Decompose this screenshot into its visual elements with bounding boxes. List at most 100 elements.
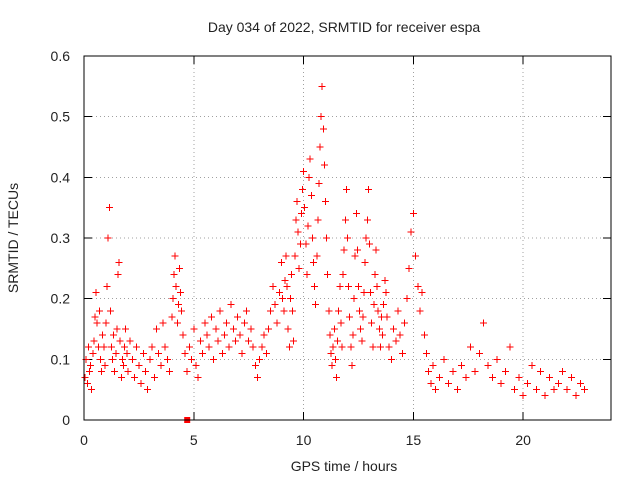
data-point	[150, 374, 158, 382]
data-point	[251, 361, 259, 369]
data-point	[288, 270, 296, 278]
data-point	[480, 319, 488, 327]
data-point	[135, 361, 143, 369]
data-point	[528, 361, 536, 369]
data-point	[203, 331, 211, 339]
data-point	[440, 355, 448, 363]
data-point	[385, 343, 393, 351]
data-point	[338, 343, 346, 351]
data-point	[358, 337, 366, 345]
data-point	[133, 343, 141, 351]
data-point	[294, 228, 302, 236]
data-point	[380, 301, 388, 309]
data-point	[269, 283, 277, 291]
data-point	[113, 325, 121, 333]
data-point	[335, 307, 343, 315]
data-point	[329, 343, 337, 351]
data-point	[188, 355, 196, 363]
data-point	[201, 319, 209, 327]
data-point	[166, 367, 174, 375]
data-point	[298, 185, 306, 193]
data-point	[275, 289, 283, 297]
data-point	[383, 313, 391, 321]
data-point	[431, 386, 439, 394]
data-point	[519, 392, 527, 400]
data-point	[84, 343, 92, 351]
data-point	[369, 343, 377, 351]
data-point	[318, 82, 326, 90]
data-point	[110, 331, 118, 339]
data-point	[567, 374, 575, 382]
data-point	[394, 307, 402, 315]
data-point	[264, 325, 272, 333]
data-point	[253, 374, 261, 382]
data-point	[436, 374, 444, 382]
data-point	[356, 307, 364, 315]
data-point	[111, 367, 119, 375]
y-tick-label: 0	[62, 412, 70, 428]
data-point	[81, 374, 89, 382]
data-point	[352, 210, 360, 218]
data-point	[247, 325, 255, 333]
y-tick-label: 0.4	[51, 169, 71, 185]
data-point	[414, 283, 422, 291]
data-point	[207, 313, 215, 321]
data-point	[120, 361, 128, 369]
data-points	[81, 82, 589, 423]
data-point	[315, 179, 323, 187]
data-point	[354, 283, 362, 291]
data-point	[279, 295, 287, 303]
data-point	[101, 361, 109, 369]
data-point	[387, 355, 395, 363]
data-point	[137, 380, 145, 388]
data-point	[418, 289, 426, 297]
data-point	[550, 386, 558, 394]
chart-title: Day 034 of 2022, SRMTID for receiver esp…	[208, 19, 481, 35]
x-ticks: 0 5 10 15 20	[80, 56, 531, 448]
data-point	[325, 307, 333, 315]
data-point	[205, 343, 213, 351]
data-point	[240, 319, 248, 327]
data-point	[107, 343, 115, 351]
data-point	[361, 258, 369, 266]
data-point	[273, 319, 281, 327]
data-point	[336, 283, 344, 291]
data-point	[327, 349, 335, 357]
data-point	[382, 289, 390, 297]
data-point	[271, 301, 279, 309]
data-point	[322, 198, 330, 206]
data-point	[178, 307, 186, 315]
data-point	[458, 361, 466, 369]
data-point	[524, 380, 532, 388]
data-point	[462, 374, 470, 382]
data-point	[92, 289, 100, 297]
data-point	[141, 367, 149, 375]
data-point	[146, 355, 154, 363]
data-point	[99, 331, 107, 339]
data-point	[196, 337, 204, 345]
data-point	[289, 307, 297, 315]
data-point	[91, 313, 99, 321]
data-point	[109, 355, 117, 363]
data-point	[546, 374, 554, 382]
data-point	[283, 283, 291, 291]
data-point	[123, 349, 131, 357]
data-point	[554, 380, 562, 388]
data-point	[170, 270, 178, 278]
y-ticks: 0 0.1 0.2 0.3 0.4 0.5 0.6	[51, 48, 611, 428]
data-point	[471, 367, 479, 375]
data-point	[541, 392, 549, 400]
data-point	[87, 361, 95, 369]
data-point	[306, 155, 314, 163]
data-point	[89, 349, 97, 357]
data-point	[341, 216, 349, 224]
data-point	[344, 234, 351, 242]
data-point	[258, 343, 266, 351]
data-point	[229, 325, 237, 333]
y-tick-label: 0.3	[51, 230, 71, 246]
data-point	[293, 198, 301, 206]
data-point	[116, 337, 124, 345]
data-point	[303, 270, 311, 278]
data-point	[168, 313, 176, 321]
